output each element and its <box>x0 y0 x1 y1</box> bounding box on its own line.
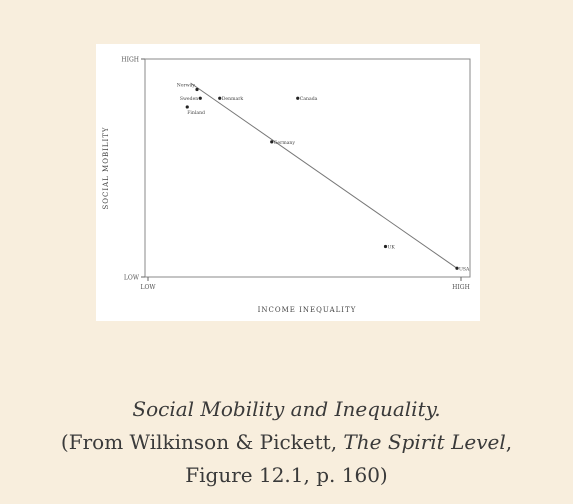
point-label-finland: Finland <box>187 110 205 116</box>
x-axis-label: Income inequality <box>258 306 357 314</box>
x-tick-label: HIGH <box>452 284 470 291</box>
point-label-norway: Norway <box>177 83 196 89</box>
caption-title: Social Mobility and Inequality. <box>132 397 441 421</box>
y-axis-label: Social mobility <box>102 126 110 209</box>
point-label-denmark: Denmark <box>222 96 244 102</box>
chart-figure: HIGH LOW LOW HIGH Norway Sweden Finland Denmar… <box>96 44 480 321</box>
point-usa <box>455 266 459 270</box>
caption-source-suffix: , <box>505 430 513 454</box>
point-norway <box>195 87 199 92</box>
plot-frame <box>144 58 471 278</box>
trend-line <box>190 82 458 269</box>
point-denmark <box>218 96 222 100</box>
point-label-germany: Germany <box>274 140 296 146</box>
point-finland <box>185 105 189 109</box>
point-label-canada: Canada <box>300 96 318 102</box>
point-label-usa: USA <box>459 266 470 272</box>
point-germany <box>270 140 274 144</box>
point-sweden <box>198 96 202 100</box>
y-tick-label: HIGH <box>121 57 139 64</box>
point-label-sweden: Sweden <box>180 96 198 102</box>
y-tick-label: LOW <box>124 275 140 282</box>
point-canada <box>296 96 300 100</box>
caption-source-prefix: (From Wilkinson & Pickett, <box>60 430 344 454</box>
caption-source: (From Wilkinson & Pickett, The Spirit Le… <box>0 426 573 459</box>
point-label-uk: UK <box>388 244 396 250</box>
x-tick-label: LOW <box>140 284 156 291</box>
figure-caption: Social Mobility and Inequality. (From Wi… <box>0 393 573 492</box>
caption-source-figure: Figure 12.1, p. 160) <box>185 463 388 487</box>
point-uk <box>383 244 388 249</box>
caption-book-title: The Spirit Level <box>343 430 506 454</box>
